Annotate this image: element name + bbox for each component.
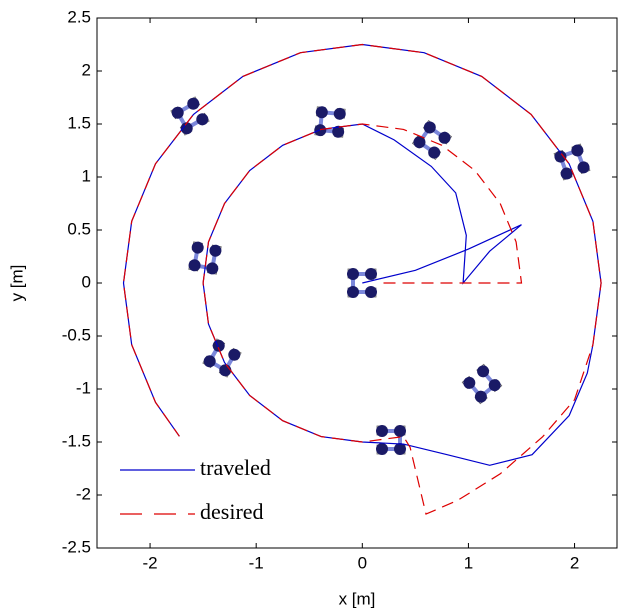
y-tick-label: -0.5 — [62, 325, 91, 344]
robot — [311, 103, 349, 141]
y-tick-label: 2 — [82, 60, 91, 79]
series-line — [122, 43, 602, 515]
legend — [110, 450, 305, 528]
x-tick-label: 1 — [464, 553, 473, 572]
x-tick-label: -2 — [142, 553, 157, 572]
y-axis-label: y [m] — [7, 265, 26, 302]
robot — [409, 117, 455, 163]
y-tick-label: 1 — [82, 166, 91, 185]
x-tick-label: 2 — [570, 553, 579, 572]
y-tick-label: -1.5 — [62, 431, 91, 450]
x-tick-label: 0 — [358, 553, 367, 572]
y-tick-label: 0 — [82, 272, 91, 291]
y-tick-label: -1 — [76, 378, 91, 397]
robot — [550, 140, 594, 184]
x-tick-label: -1 — [249, 553, 264, 572]
legend-label: desired — [200, 499, 264, 524]
y-tick-label: 1.5 — [67, 113, 91, 132]
y-tick-label: -2 — [76, 484, 91, 503]
legend-label: traveled — [200, 455, 271, 480]
y-tick-label: 0.5 — [67, 219, 91, 238]
robot — [167, 93, 213, 139]
robots — [167, 93, 594, 457]
x-axis-label: x [m] — [339, 589, 376, 608]
robot — [345, 266, 379, 300]
series-line — [122, 43, 602, 466]
y-tick-label: -2.5 — [62, 537, 91, 556]
y-tick-label: 2.5 — [67, 7, 91, 26]
robot — [458, 360, 506, 408]
